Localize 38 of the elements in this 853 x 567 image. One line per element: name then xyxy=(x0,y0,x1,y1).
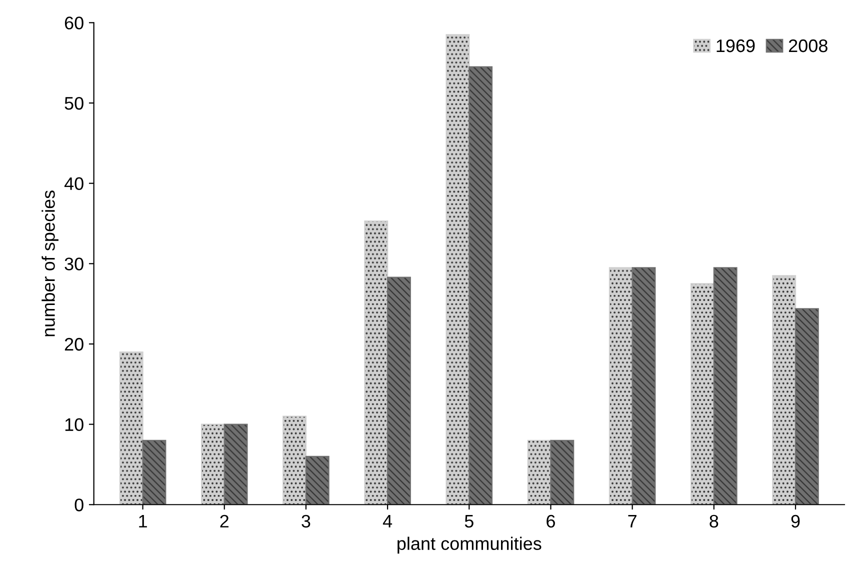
x-tick-label: 6 xyxy=(546,514,555,528)
bar xyxy=(364,220,388,505)
y-tick-label: 10 xyxy=(65,418,84,432)
legend-label: 2008 xyxy=(788,39,828,52)
y-tick-label: 50 xyxy=(64,96,84,110)
bar xyxy=(387,276,411,505)
y-tick-label: 20 xyxy=(64,338,84,351)
bar xyxy=(550,440,574,505)
bar xyxy=(200,424,225,505)
bar xyxy=(632,267,656,505)
x-axis-title: plant communities xyxy=(398,536,542,554)
bar xyxy=(142,440,166,505)
bar xyxy=(305,456,330,505)
legend-label: 1969 xyxy=(716,39,755,52)
bar xyxy=(794,308,819,505)
x-tick-label: 8 xyxy=(710,514,718,528)
x-tick-label: 2 xyxy=(220,514,228,528)
bar xyxy=(282,416,307,505)
bar xyxy=(713,267,738,505)
bar xyxy=(527,440,552,505)
x-tick-label: 5 xyxy=(464,515,474,528)
x-tick-label: 9 xyxy=(791,514,800,528)
y-tick-label: 0 xyxy=(74,498,84,512)
x-tick-label: 4 xyxy=(382,515,392,528)
bar xyxy=(468,66,493,505)
y-tick-label: 30 xyxy=(64,258,84,270)
x-tick-label: 7 xyxy=(628,515,636,528)
bar xyxy=(772,275,796,505)
bar xyxy=(608,267,633,505)
x-tick-label: 1 xyxy=(139,515,147,528)
bar xyxy=(690,283,714,505)
y-axis-title: number of species xyxy=(42,190,58,336)
bar xyxy=(446,34,470,505)
bar xyxy=(119,351,144,505)
x-tick-label: 3 xyxy=(302,514,310,528)
bar xyxy=(224,424,248,505)
y-tick-label: 60 xyxy=(64,16,84,30)
y-tick-label: 40 xyxy=(64,177,84,190)
